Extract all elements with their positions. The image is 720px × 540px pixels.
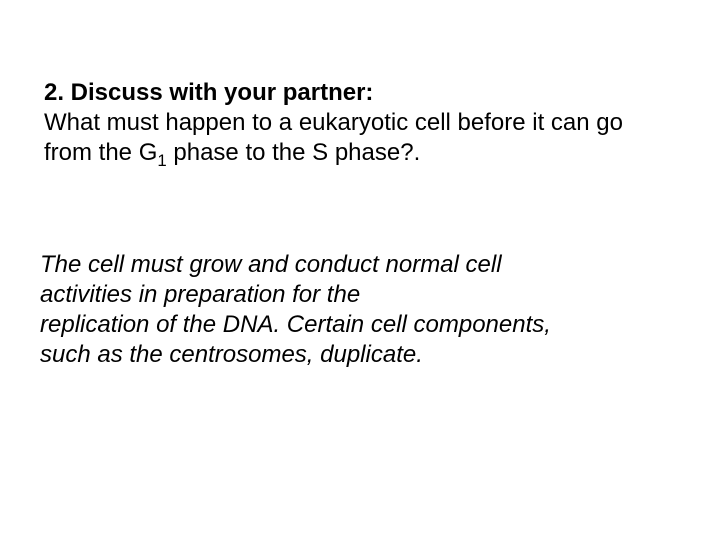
answer-line-4: such as the centrosomes, duplicate. bbox=[40, 341, 423, 368]
question-heading: 2. Discuss with your partner: bbox=[44, 79, 373, 106]
answer-line-3: replication of the DNA. Certain cell com… bbox=[40, 311, 551, 338]
slide-container: 2. Discuss with your partner: What must … bbox=[0, 0, 720, 540]
question-body: What must happen to a eukaryotic cell be… bbox=[44, 109, 623, 166]
answer-line-2: activities in preparation for the bbox=[40, 281, 360, 308]
answer-line-1: The cell must grow and conduct normal ce… bbox=[40, 251, 502, 278]
question-subscript: 1 bbox=[157, 151, 166, 170]
question-block: 2. Discuss with your partner: What must … bbox=[44, 78, 664, 168]
answer-block: The cell must grow and conduct normal ce… bbox=[40, 250, 660, 370]
question-body-post: phase to the S phase?. bbox=[167, 139, 421, 166]
